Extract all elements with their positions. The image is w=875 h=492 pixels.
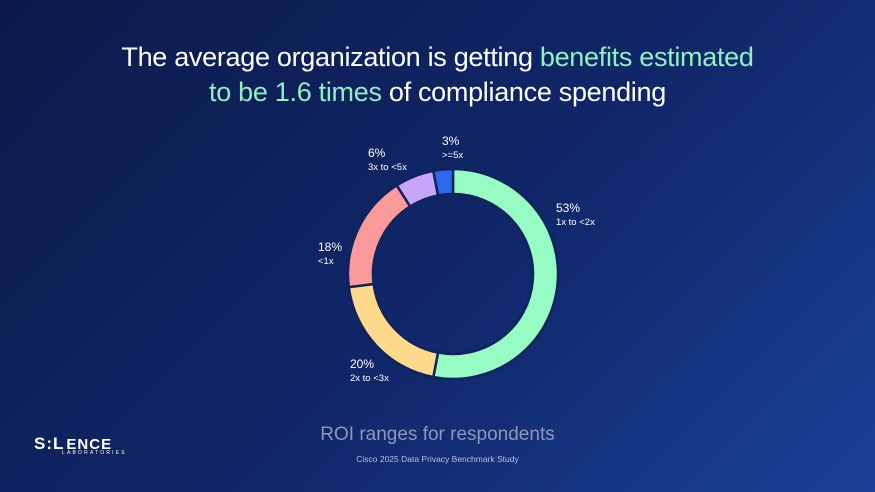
logo-subtitle: LABORATORIES [62,450,127,456]
slice-percent-label-2: 20% [350,357,374,371]
slice-category-label-4: 3x to <5x [368,162,407,173]
headline-part2: of compliance spending [381,77,666,107]
headline-highlight1: benefits estimated [539,42,754,72]
headline-part1: The average organization is getting [121,42,540,72]
slice-percent-label-3: 18% [318,240,342,254]
slice-category-label-3: <1x [318,256,334,267]
donut-slice-5 [431,167,455,197]
slice-category-label-5: >=5x [442,150,463,161]
slice-percent-label-4: 6% [368,146,386,160]
slice-category-label-1: 1x to <2x [556,217,595,228]
chart-source: Cisco 2025 Data Privacy Benchmark Study [356,454,519,464]
chart-title: ROI ranges for respondents [320,424,555,445]
slice-percent-label-5: 3% [442,134,460,148]
headline-highlight2: to be 1.6 times [209,77,382,107]
donut-slice-3 [346,183,412,289]
slice-percent-label-1: 53% [556,201,580,215]
slice-category-label-2: 2x to <3x [350,373,389,384]
silence-labs-logo: S:L ENCE LABORATORIES [34,434,127,456]
headline: The average organization is getting bene… [0,40,875,110]
logo-wordmark: S:L ENCE [34,434,113,453]
donut-slice-1 [431,167,560,381]
